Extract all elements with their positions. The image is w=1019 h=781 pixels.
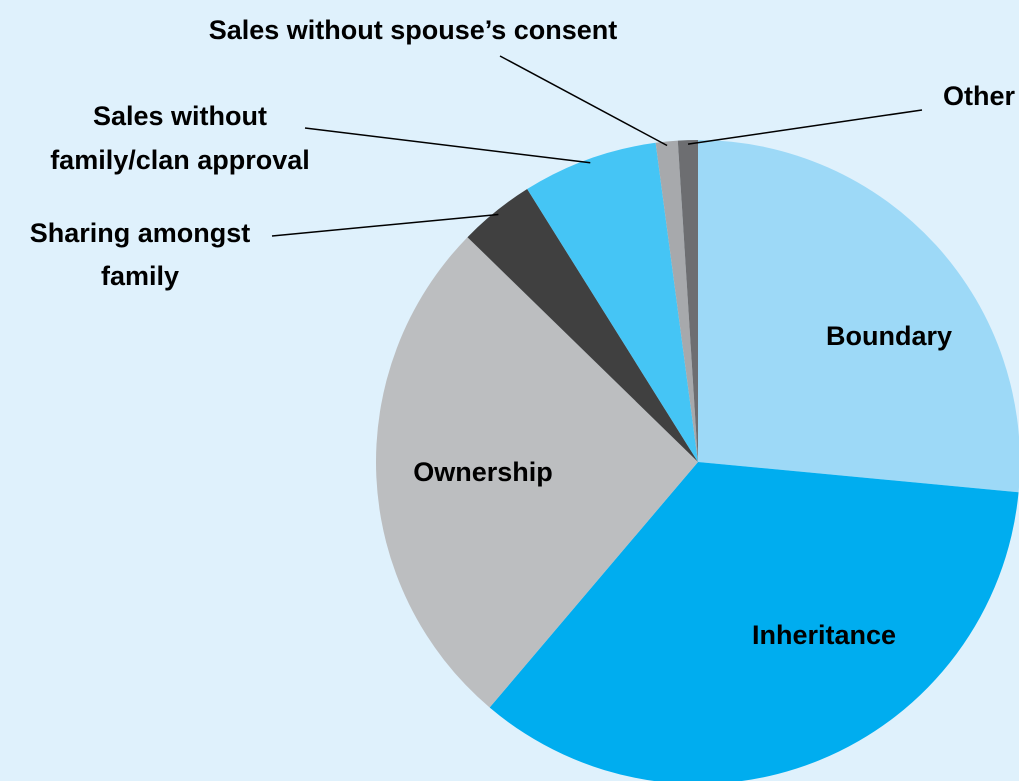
pie-slice	[489, 462, 1019, 781]
leader-line	[304, 127, 591, 164]
leader-line	[499, 55, 668, 147]
pie-slice	[527, 142, 698, 462]
pie-slice	[698, 140, 1019, 493]
slice-label: Ownership	[413, 457, 553, 487]
slice-label: Sharing amongst family	[30, 218, 251, 291]
slice-label: Inheritance	[752, 620, 896, 650]
slice-label: Sales without family/clan approval	[50, 101, 310, 175]
leader-line	[687, 109, 923, 145]
slice-label: Boundary	[826, 321, 952, 351]
slice-label: Other	[943, 81, 1016, 111]
slice-label: Sales without spouse’s consent	[209, 15, 618, 45]
pie-slice	[677, 140, 698, 462]
leader-line	[271, 213, 499, 237]
pie-slice	[467, 189, 698, 462]
pie-slice	[655, 140, 698, 463]
pie-slice	[376, 237, 698, 708]
